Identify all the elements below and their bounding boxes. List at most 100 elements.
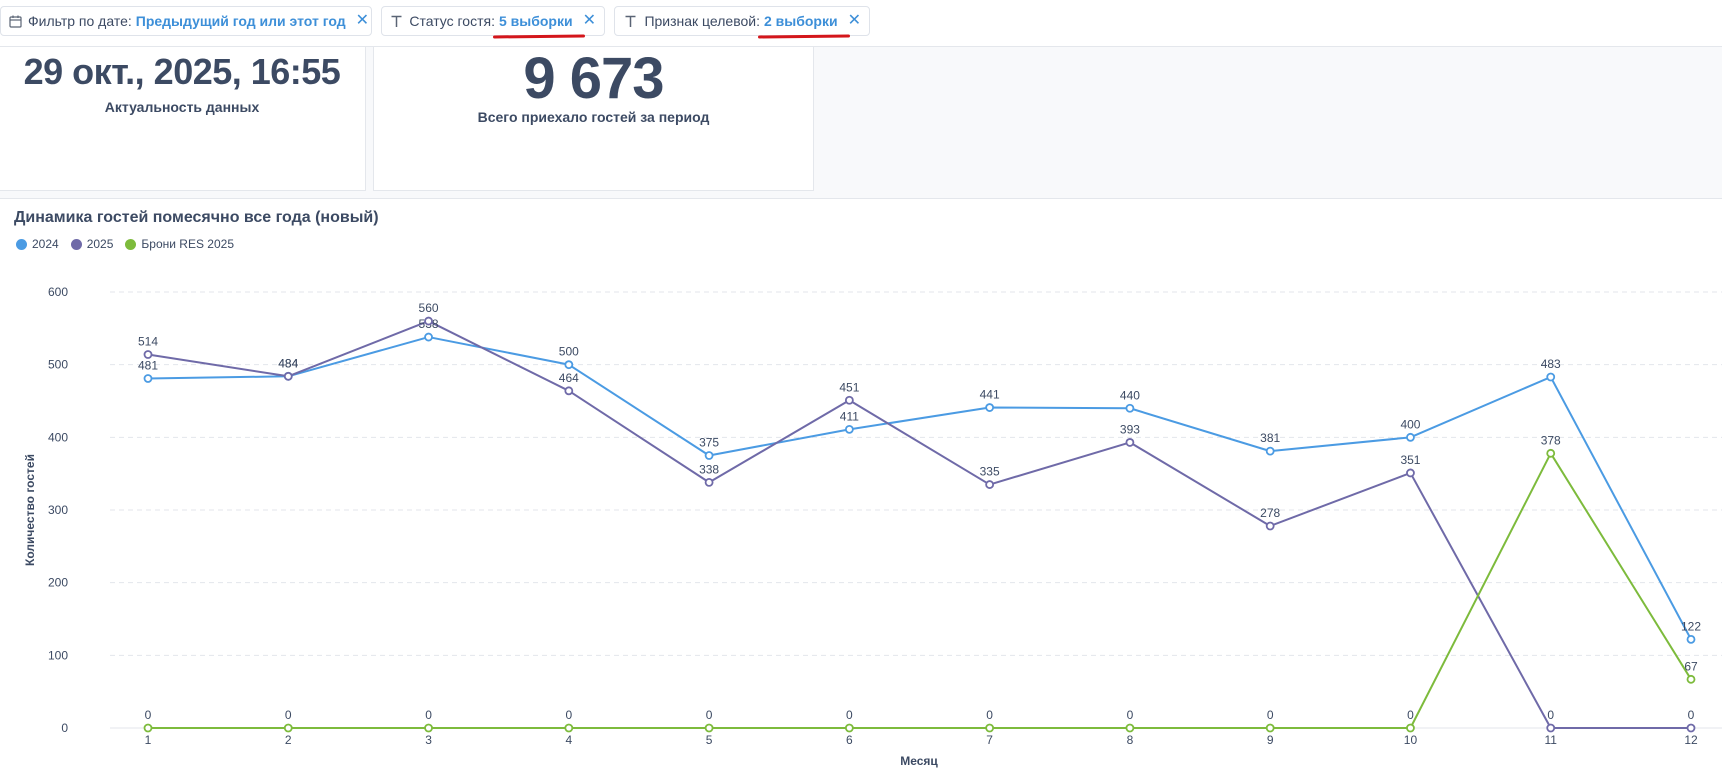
data-label: 500 [559, 345, 579, 359]
data-point [704, 451, 714, 460]
x-tick-label: 5 [706, 733, 713, 747]
text-type-icon [623, 13, 638, 29]
data-point [564, 386, 574, 396]
series-line-1 [147, 320, 1691, 729]
data-point [1406, 432, 1415, 442]
data-label: 335 [980, 465, 1000, 479]
data-point [143, 350, 153, 359]
data-label: 278 [1260, 506, 1280, 520]
kpi-card-data-freshness: 29 окт., 2025, 16:55 Актуальность данных [0, 46, 366, 191]
data-label: 464 [559, 371, 579, 385]
chart-legend: 2024 2025 Брони RES 2025 [16, 237, 246, 251]
legend-label: 2025 [86, 237, 114, 251]
x-tick-label: 4 [565, 733, 572, 747]
total-guests-caption: Всего приехало гостей за период [477, 109, 710, 125]
data-label: 0 [1267, 708, 1274, 722]
data-point [985, 723, 995, 733]
x-tick-label: 6 [846, 733, 853, 747]
data-label: 0 [986, 708, 993, 722]
data-label: 483 [1541, 357, 1561, 371]
legend-dot [16, 238, 27, 250]
chart-panel: Динамика гостей помесячно все года (новы… [0, 198, 1722, 769]
data-label: 0 [1127, 708, 1134, 722]
close-icon[interactable]: ✕ [847, 12, 861, 29]
data-point [424, 316, 433, 326]
y-tick-label: 500 [48, 358, 68, 372]
x-tick-label: 11 [1544, 733, 1557, 747]
data-label: 411 [840, 409, 859, 423]
filter-label: Признак целевой: [644, 13, 760, 29]
x-tick-label: 12 [1684, 733, 1698, 747]
data-label: 484 [278, 356, 298, 370]
filter-chip-guest-status[interactable]: Статус гостя: 5 выборки ✕ [381, 6, 605, 39]
data-point [424, 723, 433, 733]
data-label: 378 [1541, 433, 1561, 447]
data-point [143, 723, 153, 733]
data-point [564, 360, 574, 370]
data-label: 338 [699, 462, 719, 476]
data-point [1125, 723, 1135, 733]
data-label: 484 [278, 356, 298, 370]
y-tick-label: 300 [48, 503, 68, 517]
data-label: 400 [1400, 417, 1420, 431]
legend-label: Брони RES 2025 [141, 237, 234, 251]
kpi-card-total-guests: 9 673 Всего приехало гостей за период [373, 46, 814, 191]
close-icon[interactable]: ✕ [582, 12, 596, 29]
data-point [1125, 438, 1135, 447]
x-tick-label: 3 [425, 733, 432, 747]
y-axis-title: Количество гостей [23, 454, 37, 566]
data-label: 381 [1260, 431, 1280, 445]
filter-chip-target-sign[interactable]: Признак целевой: 2 выборки ✕ [614, 6, 870, 39]
data-label: 0 [285, 708, 292, 722]
x-tick-label: 2 [285, 733, 292, 747]
filter-value[interactable]: 5 выборки [492, 13, 585, 39]
data-point [564, 723, 574, 733]
data-point [143, 374, 153, 383]
red-underline-annotation [757, 34, 850, 39]
data-point [1546, 448, 1556, 458]
data-label: 0 [1688, 708, 1695, 722]
filter-bar: Фильтр по дате: Предыдущий год или этот … [0, 0, 1722, 47]
data-label: 440 [1120, 388, 1140, 402]
y-tick-label: 200 [48, 576, 68, 590]
filter-value[interactable]: 2 выборки [757, 13, 850, 39]
data-point [1265, 521, 1275, 531]
y-tick-label: 600 [48, 285, 68, 299]
legend-item-2024[interactable]: 2024 [16, 237, 59, 251]
data-label: 67 [1684, 659, 1698, 673]
y-tick-label: 400 [48, 430, 68, 444]
y-tick-label: 0 [61, 721, 68, 735]
y-tick-label: 100 [48, 648, 68, 662]
filter-chip-date[interactable]: Фильтр по дате: Предыдущий год или этот … [0, 6, 372, 36]
x-tick-label: 8 [1127, 733, 1134, 747]
x-tick-label: 10 [1404, 733, 1418, 747]
series-line-0 [147, 336, 1692, 640]
close-icon[interactable]: ✕ [355, 12, 370, 29]
filter-label: Статус гостя: [409, 13, 495, 29]
x-axis-title: Месяц [900, 754, 938, 768]
legend-label: 2024 [32, 237, 59, 251]
data-point [844, 723, 854, 733]
legend-item-2025[interactable]: 2025 [70, 237, 114, 251]
filter-label: Фильтр по дате: [28, 13, 132, 29]
x-tick-label: 9 [1267, 733, 1274, 747]
data-point [1546, 723, 1556, 733]
legend-item-res-2025[interactable]: Брони RES 2025 [125, 237, 234, 251]
filter-value[interactable]: Предыдущий год или этот год [135, 13, 346, 29]
calendar-icon [9, 13, 22, 29]
text-type-icon [390, 13, 403, 29]
data-point [283, 371, 293, 381]
data-label: 0 [565, 708, 572, 722]
data-point [704, 477, 714, 487]
data-point [844, 395, 854, 405]
series-line-2 [148, 452, 1692, 729]
data-label: 375 [699, 436, 719, 450]
data-point [1686, 674, 1696, 684]
data-point [985, 403, 995, 412]
data-label: 0 [1547, 708, 1554, 722]
data-point [1265, 723, 1275, 733]
data-label: 451 [839, 380, 859, 394]
data-point [985, 480, 995, 489]
data-label: 441 [980, 388, 1000, 402]
